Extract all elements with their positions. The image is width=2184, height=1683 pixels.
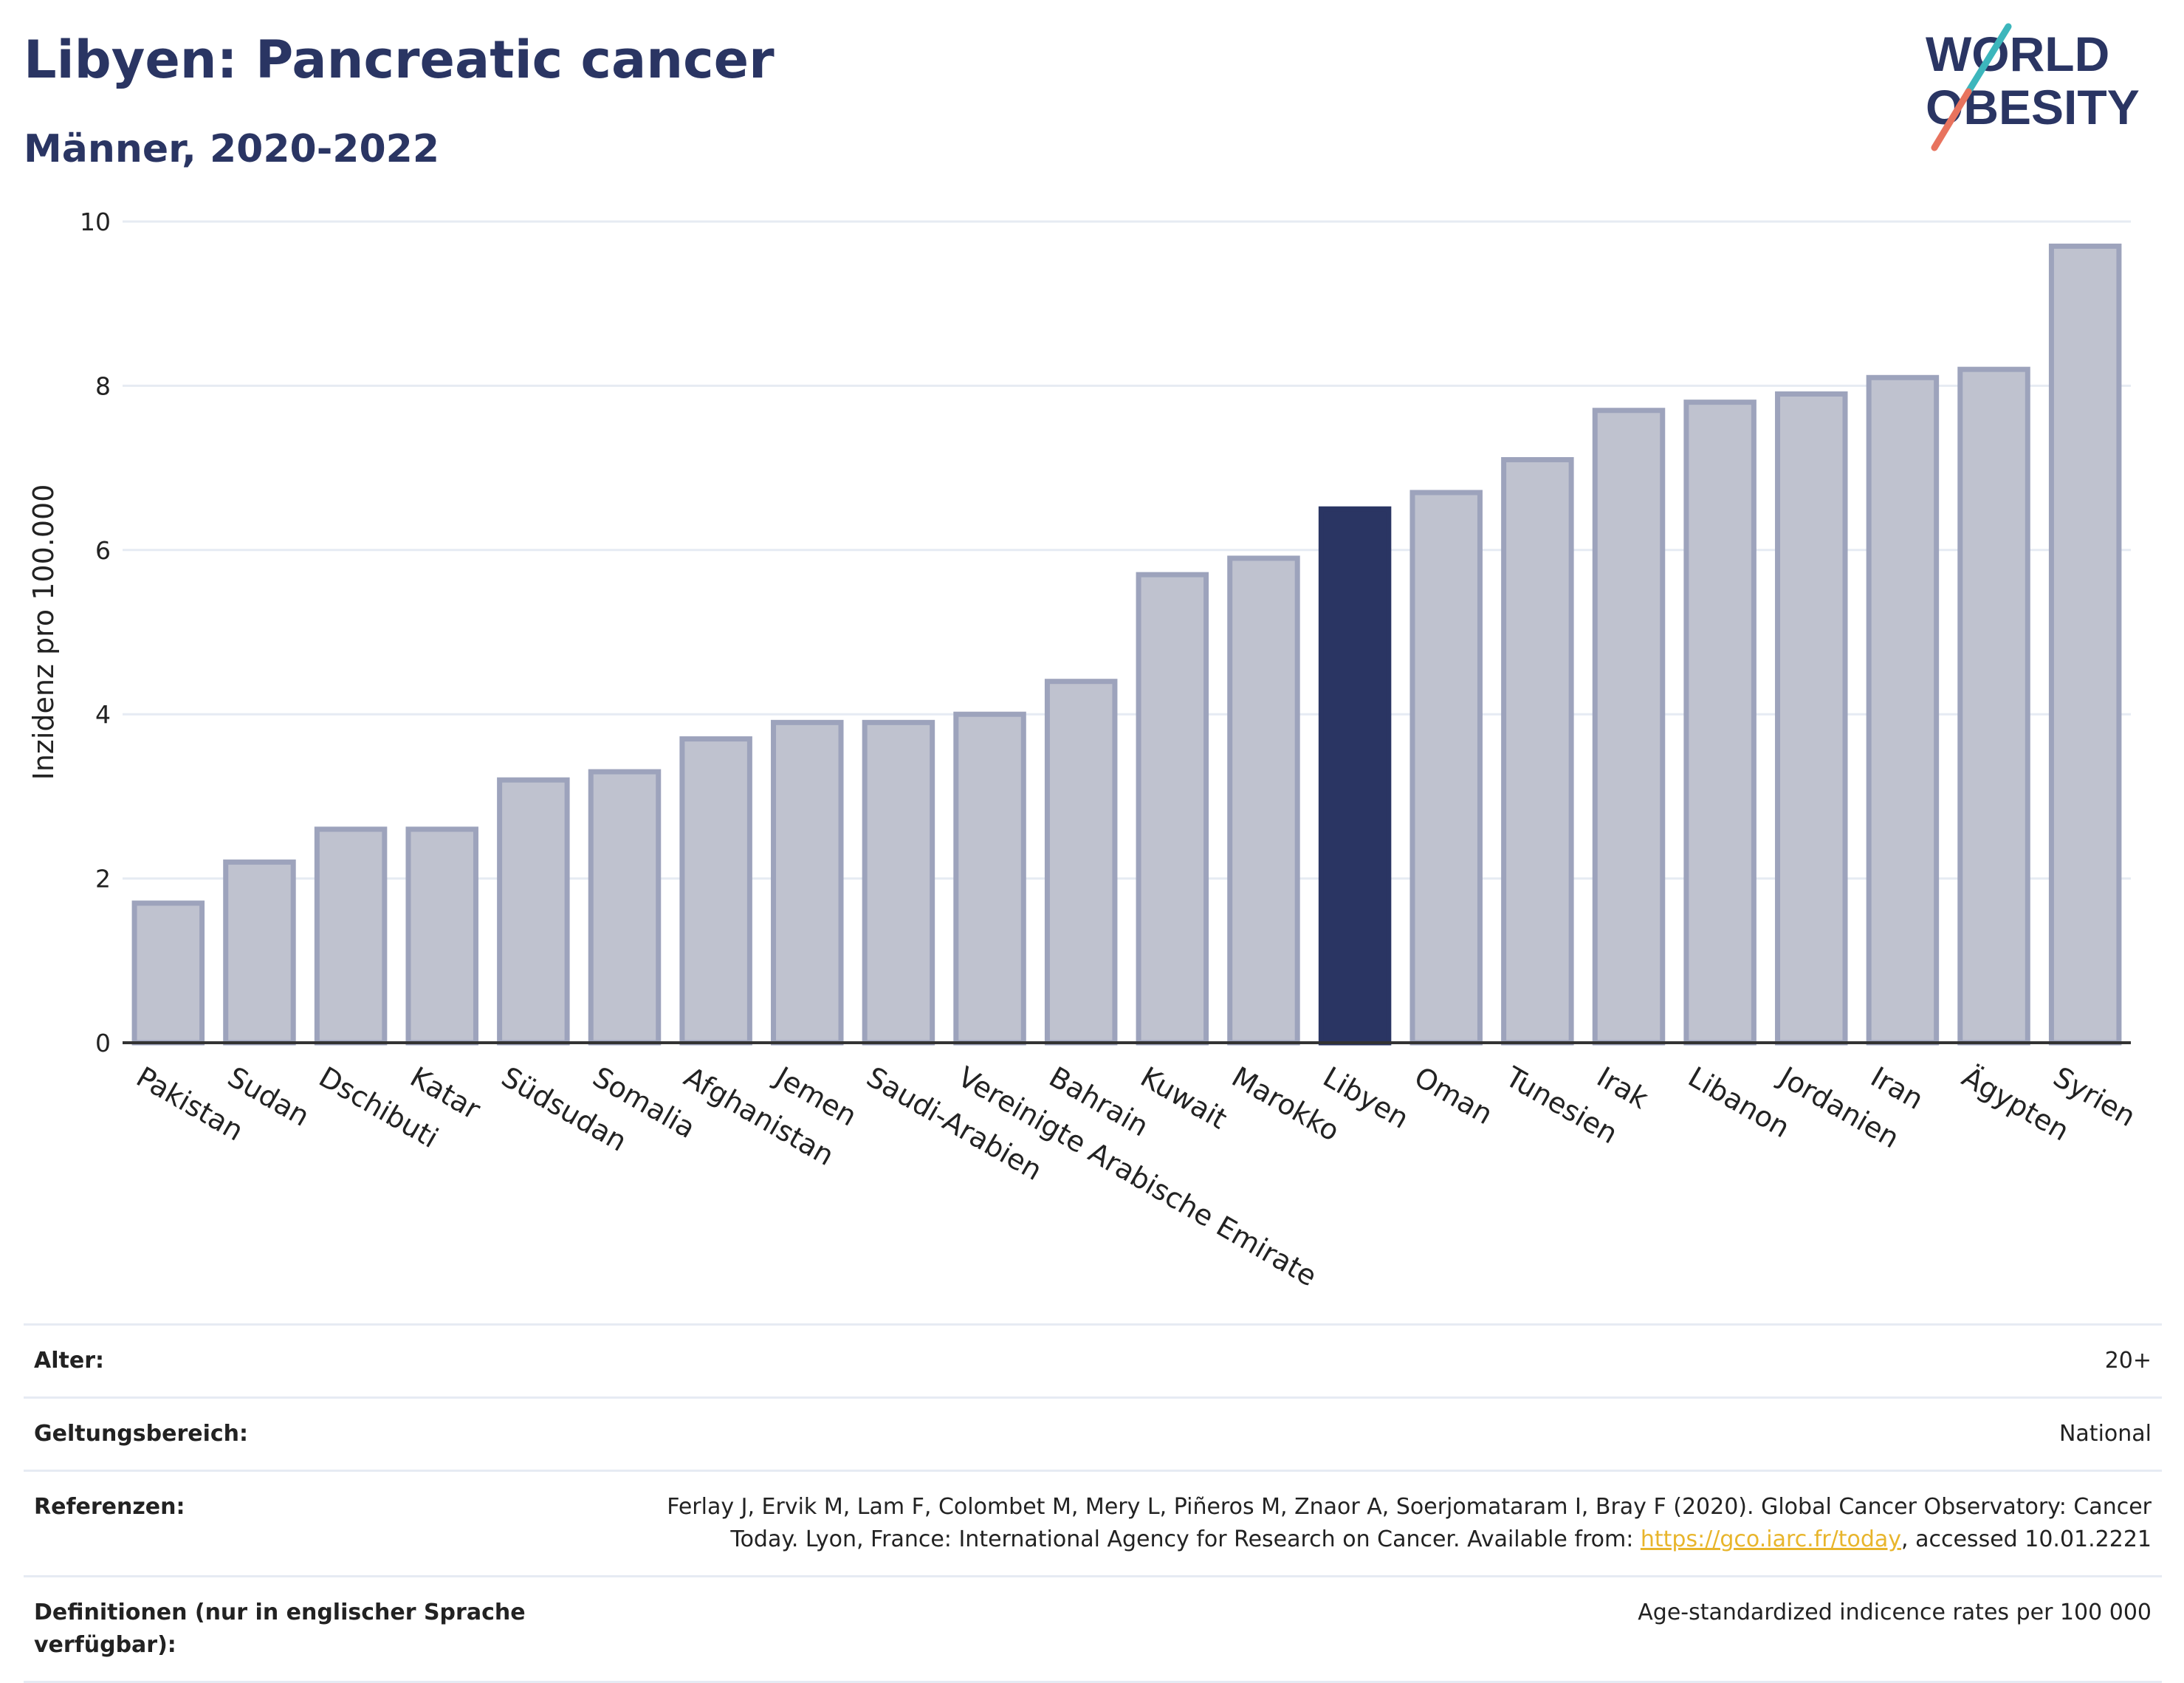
meta-definitions-value: Age-standardized indicence rates per 100… — [1638, 1600, 2152, 1625]
bar — [131, 900, 205, 1046]
bar — [2048, 243, 2122, 1046]
meta-age-label: Alter: — [34, 1348, 104, 1374]
bar — [405, 826, 478, 1046]
references-link[interactable]: https://gco.iarc.fr/today — [1640, 1526, 1902, 1552]
bar — [1227, 555, 1300, 1046]
y-tick-label: 6 — [95, 536, 111, 565]
meta-row-scope: Geltungsbereich: National — [24, 1399, 2162, 1472]
bar — [1592, 408, 1666, 1046]
x-tick-label: Libanon — [1683, 1060, 1795, 1144]
bar — [588, 769, 662, 1046]
y-tick-label: 10 — [80, 208, 111, 236]
x-tick-label: Iran — [1865, 1060, 1929, 1116]
x-tick-label: Kuwait — [1135, 1060, 1232, 1136]
meta-scope-value: National — [2058, 1421, 2152, 1447]
y-axis-label: Inzidenz pro 100.000 — [27, 484, 60, 781]
bar — [679, 736, 752, 1046]
logo-line-1: WORLD — [1926, 27, 2109, 81]
meta-scope-label: Geltungsbereich: — [34, 1421, 249, 1447]
meta-row-references: Referenzen: Ferlay J, Ervik M, Lam F, Co… — [24, 1472, 2162, 1577]
bar — [1957, 366, 2030, 1046]
bar — [1866, 374, 1940, 1046]
bar — [862, 719, 935, 1046]
logo-slash-coral — [1931, 88, 1972, 151]
metadata-table: Alter: 20+ Geltungsbereich: National Ref… — [24, 1323, 2162, 1683]
bar — [1775, 391, 1848, 1046]
y-tick-label: 0 — [95, 1029, 111, 1058]
references-text: Ferlay J, Ervik M, Lam F, Colombet M, Me… — [667, 1494, 2152, 1552]
bar — [1044, 679, 1118, 1046]
x-tick-label: Oman — [1409, 1060, 1498, 1131]
meta-age-value: 20+ — [2104, 1348, 2152, 1374]
bar — [1683, 400, 1757, 1046]
meta-references-value: Ferlay J, Ervik M, Lam F, Colombet M, Me… — [601, 1491, 2152, 1556]
bar — [1136, 572, 1209, 1046]
bar-highlight — [1318, 506, 1392, 1046]
world-obesity-logo: WORLD OBESITY — [1926, 23, 2140, 151]
meta-row-definitions: Definitionen (nur in englischer Sprache … — [24, 1577, 2162, 1683]
bar — [953, 711, 1026, 1046]
chart-subtitle: Männer, 2020-2022 — [24, 127, 440, 171]
y-tick-label: 2 — [95, 865, 111, 894]
bar — [771, 719, 844, 1046]
x-tick-label: Irak — [1592, 1060, 1654, 1115]
y-tick-label: 4 — [95, 700, 111, 729]
logo-slash-teal — [1965, 23, 2012, 95]
bar — [314, 826, 388, 1046]
chart-title: Libyen: Pancreatic cancer — [24, 30, 775, 90]
meta-row-age: Alter: 20+ — [24, 1326, 2162, 1399]
meta-references-label: Referenzen: — [34, 1494, 185, 1520]
y-tick-label: 8 — [95, 371, 111, 400]
references-accessed: , accessed 10.01.2221 — [1901, 1526, 2152, 1552]
bar — [223, 859, 296, 1046]
meta-definitions-label: Definitionen (nur in englischer Sprache … — [34, 1600, 526, 1658]
bar — [1409, 490, 1483, 1046]
bar — [1501, 456, 1574, 1046]
bar — [497, 777, 570, 1046]
